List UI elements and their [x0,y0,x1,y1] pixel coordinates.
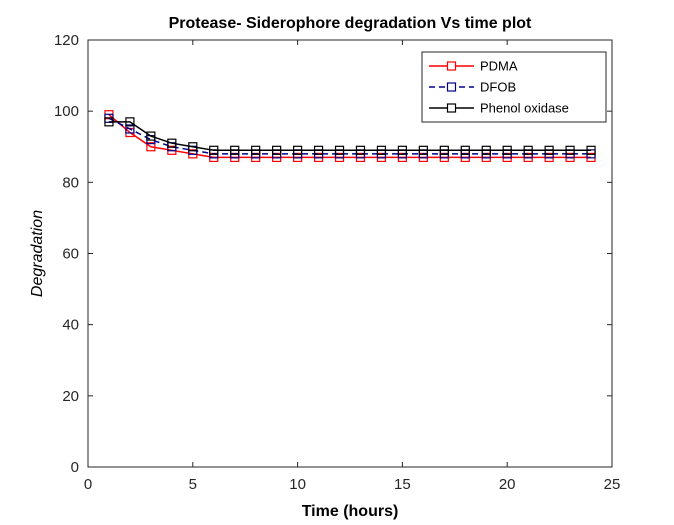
data-point-phenol-oxidase [251,145,261,155]
data-point-phenol-oxidase [481,145,491,155]
legend-item-pdma: PDMA [429,59,518,74]
data-point-phenol-oxidase [334,145,345,155]
data-point-phenol-oxidase [167,138,177,148]
legend-item-dfob: DFOB [429,80,516,95]
x-tick-label: 20 [499,476,516,493]
data-point-phenol-oxidase [209,145,219,155]
data-point-phenol-oxidase [104,117,114,127]
data-point-phenol-oxidase [397,145,407,155]
data-point-phenol-oxidase [313,145,324,155]
data-point-phenol-oxidase [293,145,303,155]
data-point-phenol-oxidase [544,145,554,155]
legend: PDMA DFOB Phenol oxidase [421,51,607,123]
x-axis-label: Time (hours) [302,503,399,520]
legend-marker [446,103,457,113]
data-point-phenol-oxidase [565,145,575,155]
y-tick-label: 60 [62,246,79,263]
data-point-phenol-oxidase [418,145,428,155]
data-point-phenol-oxidase [376,145,387,155]
data-point-phenol-oxidase [125,117,135,127]
y-tick-label: 0 [71,459,79,476]
chart-title: Protease- Siderophore degradation Vs tim… [169,15,532,32]
y-tick-label: 120 [54,32,79,49]
y-tick-label: 80 [62,174,79,191]
legend-marker [446,82,457,92]
series-layer [104,110,596,163]
data-point-phenol-oxidase [586,145,596,155]
legend-item-phenol-oxidase: Phenol oxidase [429,101,569,116]
legend-marker [446,61,457,71]
legend-label: PDMA [480,59,518,74]
series-phenol-oxidase [104,117,596,155]
data-point-phenol-oxidase [460,145,470,155]
legend-label: DFOB [480,80,516,95]
data-point-phenol-oxidase [439,145,449,155]
y-tick-label: 40 [62,317,79,334]
data-point-phenol-oxidase [502,145,512,155]
axis-ticks: 0 5 10 15 20 25 0 20 40 60 80 100 120 [54,32,620,493]
data-point-phenol-oxidase [188,142,198,152]
data-point-phenol-oxidase [146,131,156,141]
data-point-phenol-oxidase [230,145,240,155]
x-tick-label: 25 [604,476,621,493]
data-point-phenol-oxidase [272,145,282,155]
data-point-pdma [146,142,156,152]
data-point-dfob [125,124,135,134]
x-tick-label: 0 [84,476,92,493]
y-axis-label: Degradation [29,210,46,297]
legend-label: Phenol oxidase [480,101,569,116]
x-tick-label: 5 [189,476,197,493]
y-tick-label: 20 [62,388,79,405]
data-point-phenol-oxidase [523,145,533,155]
y-tick-label: 100 [54,103,79,120]
x-tick-label: 10 [289,476,306,493]
x-tick-label: 15 [394,476,411,493]
data-point-phenol-oxidase [355,145,366,155]
